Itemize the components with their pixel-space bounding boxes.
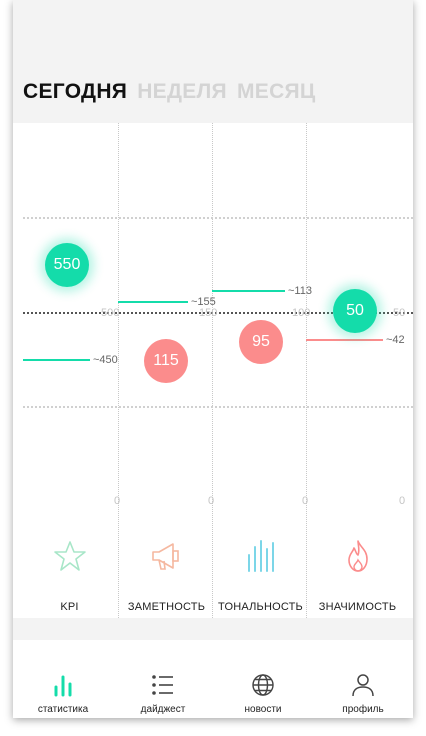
app-screen: СЕГОДНЯ НЕДЕЛЯ МЕСЯЦ 500 150 100 50 0 0 …	[13, 0, 413, 718]
nav-item-digest[interactable]: дайджест	[113, 640, 213, 718]
axis-zero-label: 0	[302, 495, 309, 507]
threshold-label-tonality: ~113	[288, 285, 312, 297]
grid-line-top	[23, 217, 413, 219]
threshold-line-tonality	[212, 290, 285, 292]
separator-strip	[13, 618, 413, 640]
nav-label: новости	[244, 704, 282, 715]
category-label: ТОНАЛЬНОСТЬ	[218, 601, 303, 613]
category-visibility[interactable]: ЗАМЕТНОСТЬ	[118, 536, 215, 613]
nav-label: статистика	[37, 704, 89, 715]
nav-item-profile[interactable]: профиль	[313, 640, 413, 718]
megaphone-icon	[118, 536, 215, 576]
column-divider	[118, 123, 119, 618]
period-tabs: СЕГОДНЯ НЕДЕЛЯ МЕСЯЦ	[23, 80, 316, 104]
stats-chart: 500 150 100 50 0 0 0 0 ~450 ~155 ~113 ~4…	[13, 123, 413, 618]
threshold-label-visibility: ~155	[191, 296, 216, 308]
category-kpi[interactable]: KPI	[21, 536, 118, 613]
axis-mid-label: 500	[101, 307, 120, 319]
user-icon	[351, 672, 375, 698]
axis-mid-label: 150	[199, 307, 218, 319]
axis-mid-label: 100	[292, 307, 311, 319]
nav-item-news[interactable]: новости	[213, 640, 313, 718]
grid-line-mid	[23, 312, 413, 314]
axis-zero-label: 0	[208, 495, 215, 507]
tab-week[interactable]: НЕДЕЛЯ	[137, 80, 227, 103]
bottom-nav: статистика дайджест новости профиль	[13, 640, 413, 718]
threshold-label-significance: ~42	[386, 334, 405, 346]
nav-label: профиль	[342, 704, 384, 715]
category-significance[interactable]: ЗНАЧИМОСТЬ	[309, 536, 406, 613]
threshold-line-visibility	[118, 301, 188, 303]
category-label: KPI	[60, 601, 79, 613]
axis-zero-label: 0	[399, 495, 406, 507]
significance-value-bubble[interactable]: 50	[333, 289, 377, 333]
header: СЕГОДНЯ НЕДЕЛЯ МЕСЯЦ	[13, 0, 413, 123]
kpi-value-bubble[interactable]: 550	[45, 243, 89, 287]
threshold-line-significance	[306, 339, 383, 341]
threshold-label-kpi: ~450	[93, 354, 118, 366]
tonality-value-bubble[interactable]: 95	[239, 320, 283, 364]
category-tonality[interactable]: ТОНАЛЬНОСТЬ	[212, 536, 309, 613]
flame-icon	[309, 536, 406, 576]
nav-label: дайджест	[140, 704, 186, 715]
threshold-line-kpi	[23, 359, 90, 361]
bars-icon	[212, 536, 309, 576]
nav-item-stats[interactable]: статистика	[13, 640, 113, 718]
star-icon	[21, 536, 118, 576]
globe-icon	[251, 672, 275, 698]
tab-today[interactable]: СЕГОДНЯ	[23, 80, 128, 103]
visibility-value-bubble[interactable]: 115	[144, 339, 188, 383]
column-divider	[306, 123, 307, 618]
list-icon	[151, 672, 175, 698]
tab-month[interactable]: МЕСЯЦ	[236, 80, 316, 103]
grid-line-low	[23, 406, 413, 408]
category-label: ЗАМЕТНОСТЬ	[127, 601, 206, 613]
category-label: ЗНАЧИМОСТЬ	[318, 601, 397, 613]
axis-mid-label: 50	[393, 307, 406, 319]
column-divider	[212, 123, 213, 618]
axis-zero-label: 0	[114, 495, 121, 507]
stats-icon	[51, 672, 75, 698]
